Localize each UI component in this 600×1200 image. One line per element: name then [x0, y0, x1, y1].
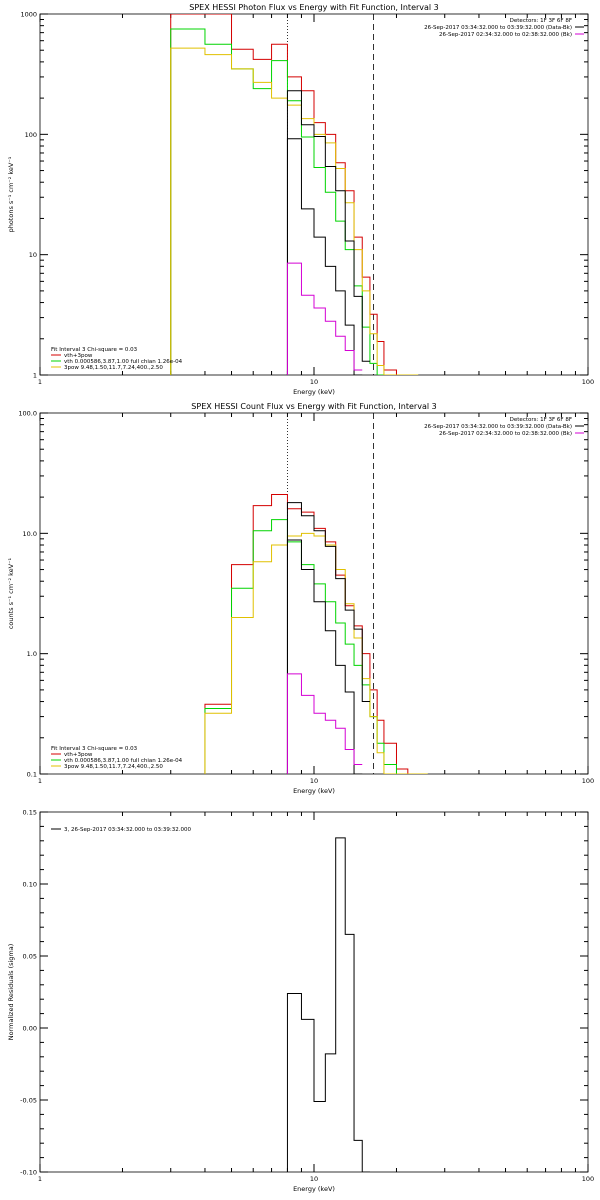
y-axis-label: counts s⁻¹ cm⁻² keV⁻¹: [7, 557, 15, 629]
series-line-4: [286, 502, 370, 774]
x-tick-label: 100: [582, 777, 594, 785]
legend-text: vth 0.000586,3.87,1.00 full chian 1.26e-…: [64, 758, 183, 764]
chart-title: SPEX HESSI Count Flux vs Energy with Fit…: [191, 402, 436, 411]
series-line-2: [170, 28, 419, 375]
x-tick-label: 10: [310, 1175, 318, 1183]
panel-1: SPEX HESSI Photon Flux vs Energy with Fi…: [7, 3, 594, 396]
legend-text: vth 0.000586,3.87,1.00 full chian 1.26e-…: [64, 359, 183, 365]
legend-text: 3pow 9.48,1.50,11.7,7.24,400.,2.50: [64, 365, 163, 371]
y-tick-label: 0.05: [23, 953, 37, 961]
y-tick-label: 0.15: [23, 809, 37, 817]
panel-3: Energy (keV) Normalized Residuals (sigma)…: [7, 809, 594, 1194]
legend-header: Fit Interval 3 Chi-square = 0.03: [51, 347, 138, 353]
series-line-4: [286, 90, 370, 375]
x-tick-label: 1: [38, 1175, 42, 1183]
x-tick-label: 1: [38, 378, 42, 386]
legend-text: Detectors: 1F 3F 6F 8F: [510, 417, 572, 423]
series-line-6: [286, 262, 363, 375]
y-tick-label: -0.10: [20, 1169, 37, 1177]
y-tick-label: 10: [29, 251, 37, 259]
series-line-2: [204, 519, 428, 774]
series-line-1: [170, 14, 419, 375]
legend-text: Detectors: 1F 3F 6F 8F: [510, 18, 572, 24]
series-line-5: [286, 138, 363, 375]
series-line-3: [204, 532, 428, 774]
series-line-1: [204, 494, 428, 774]
x-tick-label: 100: [582, 1175, 594, 1183]
plot-frame: [39, 811, 589, 1173]
series-line-3: [170, 47, 419, 375]
y-tick-label: 0.00: [23, 1025, 37, 1033]
y-tick-label: 0.1: [27, 771, 37, 779]
legend-text: vth+3pow: [64, 752, 93, 758]
legend-bottom-left: Fit Interval 3 Chi-square = 0.03vth+3pow…: [51, 746, 183, 770]
legend-text: 3pow 9.48,1.50,11.7,7.24,400.,2.50: [64, 764, 163, 770]
y-tick-label: 10.0: [23, 530, 37, 538]
y-axis-label: photons s⁻¹ cm⁻² keV⁻¹: [7, 156, 15, 232]
series-line-5: [286, 539, 363, 774]
legend-text: 26-Sep-2017 03:34:32.000 to 03:39:32.000…: [424, 424, 572, 430]
legend-text: 26-Sep-2017 02:34:32.000 to 02:38:32.000…: [439, 431, 572, 437]
series-line-6: [286, 673, 363, 774]
legend-text: vth+3pow: [64, 353, 93, 359]
plot-frame: [39, 13, 589, 376]
series-group: [170, 14, 419, 375]
series-group: [286, 837, 370, 1172]
x-tick-label: 10: [310, 777, 318, 785]
x-tick-label: 1: [38, 777, 42, 785]
chart-title: SPEX HESSI Photon Flux vs Energy with Fi…: [189, 3, 439, 12]
y-axis-label: Normalized Residuals (sigma): [7, 944, 15, 1041]
legend-header: Fit Interval 3 Chi-square = 0.03: [51, 746, 138, 752]
y-tick-label: 1: [33, 372, 37, 380]
legend-text: 26-Sep-2017 02:34:32.000 to 02:38:32.000…: [439, 32, 572, 38]
y-tick-label: 1.0: [27, 650, 37, 658]
series-group: [204, 494, 428, 774]
legend-text: 3, 26-Sep-2017 03:34:32.000 to 03:39:32.…: [64, 827, 191, 833]
x-axis-label: Energy (keV): [293, 388, 335, 396]
y-tick-label: 0.10: [23, 881, 37, 889]
y-tick-label: 100.0: [18, 410, 37, 418]
legend-top-left: 3, 26-Sep-2017 03:34:32.000 to 03:39:32.…: [51, 827, 191, 833]
x-axis-label: Energy (keV): [293, 1185, 335, 1193]
y-tick-label: 1000: [20, 11, 37, 19]
series-line-1: [286, 837, 370, 1172]
legend-text: 26-Sep-2017 03:34:32.000 to 03:39:32.000…: [424, 25, 572, 31]
panel-2: SPEX HESSI Count Flux vs Energy with Fit…: [7, 402, 594, 795]
x-tick-label: 100: [582, 378, 594, 386]
x-tick-label: 10: [310, 378, 318, 386]
y-tick-label: -0.05: [20, 1097, 37, 1105]
y-tick-label: 100: [25, 131, 37, 139]
legend-bottom-left: Fit Interval 3 Chi-square = 0.03vth+3pow…: [51, 347, 183, 371]
x-axis-label: Energy (keV): [293, 787, 335, 795]
